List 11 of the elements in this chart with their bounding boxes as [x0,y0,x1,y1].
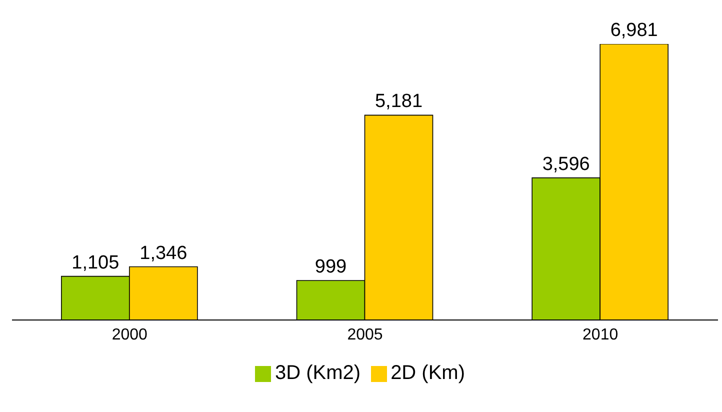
data-label: 6,981 [610,20,658,41]
legend-label: 3D (Km2) [274,362,361,384]
legend-label: 2D (Km) [390,362,466,384]
x-tick-label: 2000 [112,326,148,344]
data-label: 3,596 [542,154,590,175]
data-label: 1,346 [140,242,188,264]
data-label: 999 [314,256,347,278]
data-label: 5,181 [374,91,423,112]
x-tick-label: 2005 [347,326,383,344]
x-tick-label: 2010 [582,326,618,344]
data-label: 1,105 [72,252,120,274]
